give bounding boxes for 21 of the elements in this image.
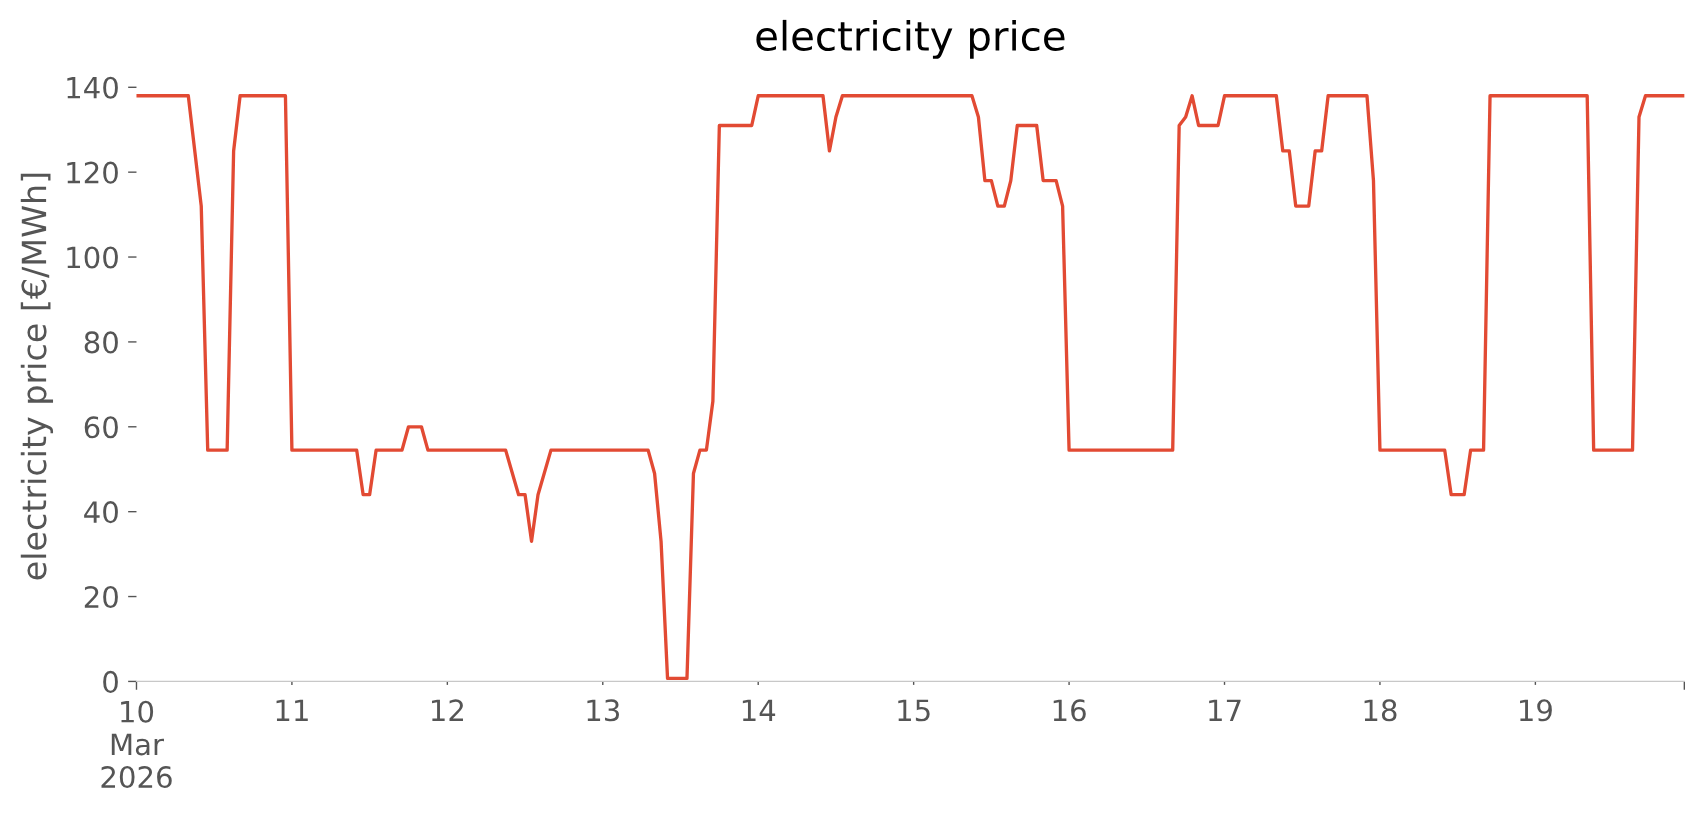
y-tick-label: 80	[84, 331, 118, 354]
line-series	[136, 94, 1685, 681]
y-tick-label: 20	[84, 585, 118, 609]
y-tick-label: 0	[103, 670, 118, 693]
x-tick-label: 12	[431, 699, 463, 721]
x-tick-label: 14	[742, 699, 776, 721]
x-tick-label: 10 Mar 2026	[101, 700, 172, 789]
x-tick-label: 11	[276, 699, 308, 721]
x-tick-label: 13	[587, 699, 619, 722]
chart-title: electricity price	[756, 19, 1065, 59]
y-tick-label: 60	[84, 416, 118, 439]
x-tick-label: 18	[1364, 699, 1397, 722]
x-tick-label: 16	[1053, 699, 1086, 722]
x-tick-label: 17	[1209, 699, 1241, 721]
y-tick-label: 140	[67, 76, 118, 99]
x-tick-label: 19	[1520, 699, 1552, 722]
y-tick-label: 40	[84, 501, 118, 524]
y-axis-title: electricity price [€/MWh]	[20, 173, 54, 580]
y-tick-label: 120	[67, 161, 118, 184]
x-tick-label: 15	[898, 699, 930, 722]
y-tick-label: 100	[67, 246, 118, 269]
